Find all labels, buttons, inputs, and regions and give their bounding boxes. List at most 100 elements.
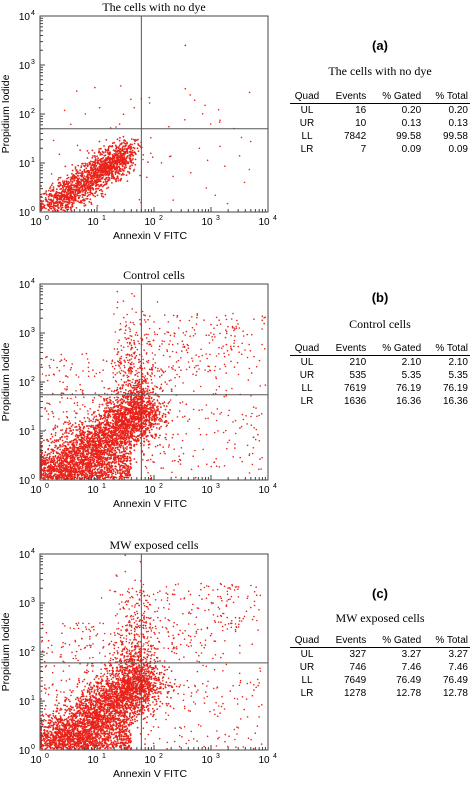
data-point xyxy=(132,414,134,416)
data-point xyxy=(93,460,95,462)
data-point xyxy=(127,147,129,149)
data-point xyxy=(102,434,104,436)
data-point xyxy=(105,181,107,183)
data-point xyxy=(98,436,100,438)
data-point xyxy=(70,462,72,464)
data-point xyxy=(45,451,47,453)
data-point xyxy=(133,155,135,157)
data-point xyxy=(108,437,110,439)
data-point xyxy=(120,85,122,87)
data-point xyxy=(131,138,133,140)
data-point xyxy=(99,151,101,153)
data-point xyxy=(123,142,125,144)
data-point xyxy=(64,110,66,112)
data-point xyxy=(88,452,90,454)
data-point xyxy=(103,175,105,177)
data-point xyxy=(100,464,102,466)
data-point xyxy=(80,452,82,454)
data-point xyxy=(85,113,87,115)
data-point xyxy=(154,402,156,404)
data-point xyxy=(146,177,148,179)
data-point xyxy=(57,201,59,203)
data-point xyxy=(102,465,104,467)
data-point xyxy=(122,161,124,163)
data-point xyxy=(110,432,112,434)
data-point xyxy=(104,398,106,400)
data-point xyxy=(62,186,64,188)
data-point xyxy=(112,441,114,443)
stats-cell: UR xyxy=(290,117,324,130)
data-point xyxy=(104,463,106,465)
data-point xyxy=(227,203,229,205)
data-point xyxy=(73,186,75,188)
data-point xyxy=(120,151,122,153)
data-point xyxy=(103,457,105,459)
data-point xyxy=(116,469,118,471)
data-point xyxy=(101,165,103,167)
data-point xyxy=(150,137,152,139)
stats-cell: 99.58 xyxy=(368,130,423,143)
data-point xyxy=(87,434,89,436)
data-point xyxy=(72,182,74,184)
data-point xyxy=(154,408,156,410)
data-point xyxy=(43,206,45,208)
data-point xyxy=(76,90,78,92)
data-point xyxy=(62,190,64,192)
data-point xyxy=(99,467,101,469)
data-point xyxy=(114,413,116,415)
data-point xyxy=(62,440,64,442)
data-point xyxy=(73,457,75,459)
data-point xyxy=(92,399,94,401)
data-point xyxy=(70,476,72,478)
data-point xyxy=(93,416,95,418)
data-point xyxy=(112,146,114,148)
data-point xyxy=(77,448,79,450)
data-point xyxy=(94,469,96,471)
data-point xyxy=(171,390,173,392)
data-point xyxy=(76,444,78,446)
data-point xyxy=(136,444,138,446)
data-point xyxy=(117,161,119,163)
data-point xyxy=(76,437,78,439)
data-point xyxy=(116,438,118,440)
data-point xyxy=(93,418,95,420)
x-tick-exponent: 2 xyxy=(159,215,163,222)
data-point xyxy=(124,158,126,160)
x-tick-label: 10 xyxy=(201,217,213,228)
data-point xyxy=(117,164,119,166)
data-point xyxy=(68,454,70,456)
data-point xyxy=(70,178,72,180)
data-point xyxy=(97,410,99,412)
data-point xyxy=(143,401,145,403)
data-point xyxy=(58,207,60,209)
data-point xyxy=(122,147,124,149)
data-point xyxy=(99,180,101,182)
data-point xyxy=(73,460,75,462)
x-tick-label: 10 xyxy=(87,217,99,228)
data-point xyxy=(152,388,154,390)
data-point xyxy=(112,157,114,159)
data-point xyxy=(91,431,93,433)
data-point xyxy=(80,461,82,463)
data-point xyxy=(53,442,55,444)
data-point xyxy=(53,197,55,199)
data-point xyxy=(119,424,121,426)
data-point xyxy=(143,438,145,440)
data-point xyxy=(97,174,99,176)
data-point xyxy=(83,175,85,177)
data-point xyxy=(134,164,136,166)
data-point xyxy=(98,477,100,479)
data-point xyxy=(98,414,100,416)
data-point xyxy=(113,459,115,461)
data-point xyxy=(142,154,144,156)
data-point xyxy=(100,460,102,462)
data-point xyxy=(93,172,95,174)
data-point xyxy=(92,189,94,191)
data-point xyxy=(89,194,91,196)
data-point xyxy=(114,177,116,179)
stats-cell: 0.13 xyxy=(423,117,470,130)
data-point xyxy=(110,476,112,478)
data-point xyxy=(114,171,116,173)
data-point xyxy=(71,425,73,427)
data-point xyxy=(92,161,94,163)
